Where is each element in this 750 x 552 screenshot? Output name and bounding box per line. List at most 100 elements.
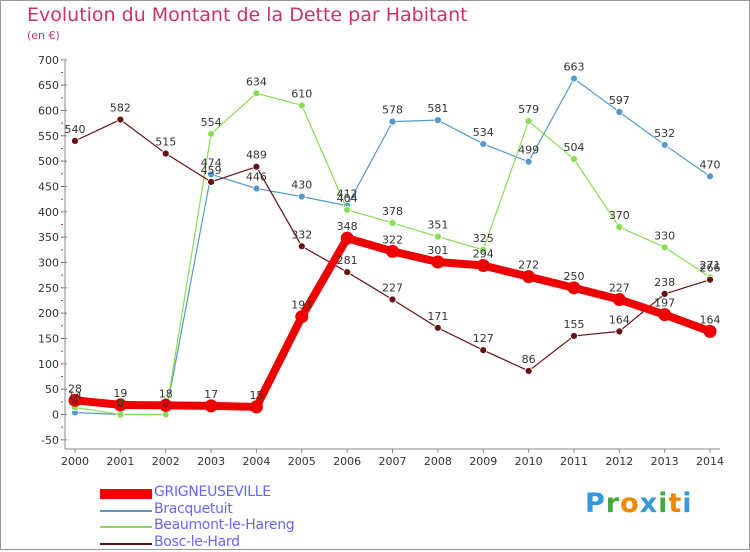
data-point — [660, 243, 669, 252]
data-point — [433, 116, 442, 125]
x-tick-label: 2000 — [61, 455, 89, 468]
data-label: 610 — [291, 87, 312, 100]
data-label: 4 — [72, 394, 79, 407]
data-point — [612, 292, 626, 306]
y-tick-label: 50 — [45, 383, 59, 396]
data-label: 86 — [522, 353, 536, 366]
data-label: 470 — [700, 158, 721, 171]
data-label: 351 — [427, 219, 448, 232]
data-label: 281 — [337, 254, 358, 267]
data-point — [479, 346, 488, 355]
data-label: 155 — [563, 318, 584, 331]
data-point — [297, 192, 306, 201]
data-point — [68, 393, 82, 407]
data-label: 19 — [113, 387, 127, 400]
x-tick-label: 2014 — [696, 455, 724, 468]
data-label: 515 — [155, 136, 176, 149]
data-point — [71, 136, 79, 145]
y-tick-label: 0 — [52, 409, 59, 422]
data-label: 250 — [563, 270, 584, 283]
data-label: 446 — [246, 171, 267, 184]
data-label: 18 — [159, 387, 173, 400]
x-tick-label: 2003 — [197, 455, 225, 468]
legend-label: Bracquetuit — [154, 500, 233, 517]
y-tick-label: 200 — [38, 307, 59, 320]
data-point — [706, 172, 714, 181]
data-label: 266 — [700, 262, 721, 275]
legend-swatch — [100, 542, 152, 545]
data-label: 330 — [654, 229, 675, 242]
logo-letter: x — [639, 488, 659, 519]
x-tick-label: 2006 — [333, 455, 361, 468]
x-tick-label: 2001 — [106, 455, 134, 468]
data-label: 0 — [162, 397, 169, 410]
data-point — [433, 232, 442, 241]
logo-letter: i — [658, 488, 669, 519]
data-label: 430 — [291, 179, 312, 192]
data-point — [570, 74, 578, 83]
data-point — [615, 108, 624, 116]
logo-letter: o — [620, 488, 640, 519]
data-label: 171 — [427, 310, 448, 323]
data-label: 127 — [473, 332, 494, 345]
data-point — [615, 327, 624, 336]
data-point — [703, 324, 717, 338]
x-tick-label: 2010 — [515, 455, 543, 468]
data-label: 238 — [654, 276, 675, 289]
data-point — [476, 259, 490, 273]
data-label: 227 — [609, 281, 630, 294]
y-tick-label: 150 — [38, 332, 59, 345]
data-label: 164 — [609, 313, 630, 326]
data-point — [297, 101, 306, 110]
data-label: 15 — [249, 389, 263, 402]
legend-swatch — [100, 509, 152, 512]
data-label: 534 — [473, 126, 494, 139]
data-point — [343, 205, 352, 214]
data-point — [295, 310, 309, 324]
data-label: 370 — [609, 209, 630, 222]
data-label: 272 — [518, 259, 539, 272]
data-point — [658, 308, 672, 322]
legend-swatch — [100, 489, 152, 499]
x-tick-label: 2005 — [288, 455, 316, 468]
data-point — [249, 400, 263, 414]
data-label: 193 — [291, 299, 312, 312]
data-label: 582 — [110, 102, 131, 115]
y-tick-label: 100 — [38, 358, 59, 371]
data-point — [570, 155, 578, 164]
data-point — [252, 162, 261, 171]
data-point — [522, 270, 536, 284]
x-tick-label: 2009 — [469, 455, 497, 468]
data-label: 404 — [337, 192, 358, 205]
y-tick-label: 700 — [38, 54, 59, 67]
legend-swatch — [100, 526, 152, 528]
y-tick-label: 650 — [38, 79, 59, 92]
chart-title: Evolution du Montant de la Dette par Hab… — [27, 4, 468, 26]
y-tick-label: 400 — [38, 206, 59, 219]
y-tick-label: 550 — [38, 130, 59, 143]
data-point — [386, 244, 400, 258]
data-point — [297, 242, 306, 251]
data-label: 663 — [563, 61, 584, 74]
x-tick-label: 2013 — [651, 455, 679, 468]
data-point — [524, 367, 533, 375]
data-point — [252, 184, 261, 193]
data-point — [113, 398, 127, 412]
data-label: 0 — [117, 397, 124, 410]
logo-letter: i — [682, 488, 693, 519]
x-tick-label: 2008 — [424, 455, 452, 468]
data-label: 412 — [337, 188, 358, 201]
y-tick-label: 300 — [38, 256, 59, 269]
data-label: 597 — [609, 94, 630, 107]
data-point — [116, 410, 125, 419]
data-label: 197 — [654, 297, 675, 310]
data-label: 348 — [337, 220, 358, 233]
x-tick-label: 2012 — [605, 455, 633, 468]
data-label: 634 — [246, 75, 267, 88]
data-point — [252, 89, 261, 98]
data-point — [159, 398, 173, 412]
data-point — [388, 117, 397, 126]
y-tick-label: 450 — [38, 180, 59, 193]
data-label: 322 — [382, 233, 403, 246]
data-point — [343, 268, 352, 277]
